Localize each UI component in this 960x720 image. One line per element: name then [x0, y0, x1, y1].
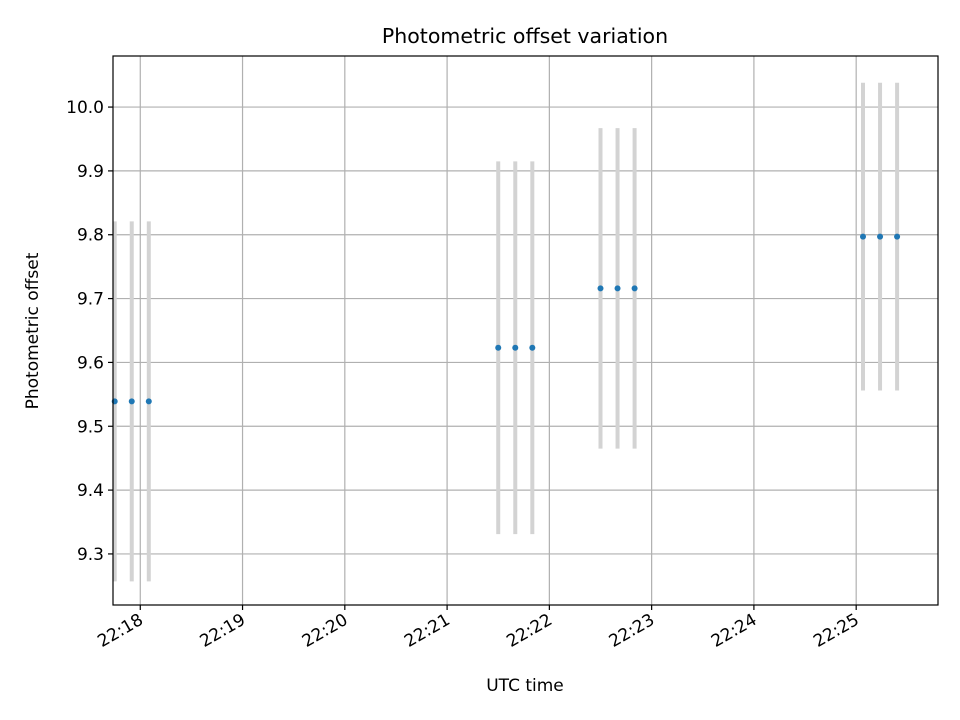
data-point	[512, 344, 519, 351]
y-axis: 9.3 9.4 9.5 9.6 9.7 9.8 9.9 10.0	[66, 98, 113, 565]
y-tick-label: 9.3	[77, 545, 104, 565]
x-axis-label: UTC time	[486, 676, 564, 696]
y-tick-label: 9.8	[77, 226, 104, 246]
chart-title: Photometric offset variation	[382, 24, 668, 48]
y-tick-label: 9.4	[77, 481, 104, 501]
data-point	[597, 285, 604, 292]
plot-area	[113, 56, 938, 605]
data-point	[145, 398, 152, 405]
y-tick-label: 9.7	[77, 290, 104, 310]
grid	[113, 56, 938, 605]
y-axis-label: Photometric offset	[23, 252, 43, 409]
data-point	[495, 344, 502, 351]
y-tick-label: 10.0	[66, 98, 104, 118]
y-tick-label: 9.5	[77, 417, 104, 437]
y-tick-label: 9.6	[77, 353, 104, 373]
data-points	[111, 233, 901, 405]
data-point	[614, 285, 621, 292]
data-point	[860, 233, 866, 240]
data-point	[631, 285, 638, 292]
data-point	[877, 233, 884, 240]
y-tick-label: 9.9	[77, 162, 104, 182]
data-point	[894, 233, 901, 240]
data-point	[529, 344, 536, 351]
plot-frame	[112, 55, 939, 606]
data-point	[128, 398, 135, 405]
